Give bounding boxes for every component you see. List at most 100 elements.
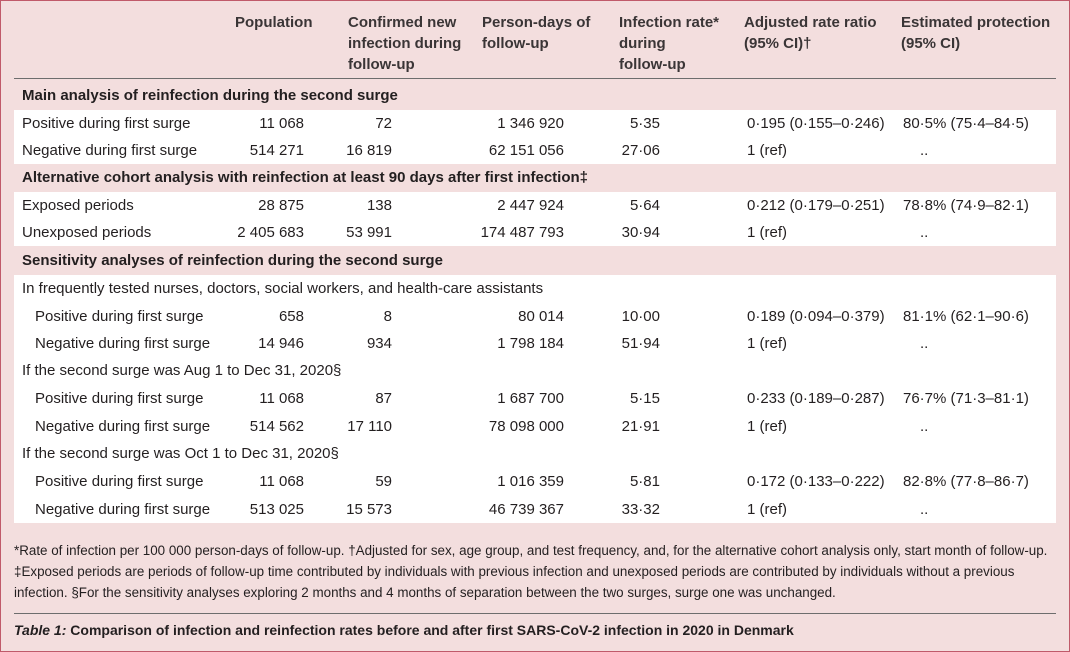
- cell-person-days: 174 487 793: [480, 224, 564, 241]
- cell-confirmed: 8: [383, 308, 392, 325]
- row-label: Negative during first surge: [35, 418, 211, 435]
- col-header-rate-ratio: Adjusted rate ratio (95% CI)†: [744, 14, 877, 52]
- row-label: Unexposed periods: [22, 224, 152, 241]
- cell-protection: 78·8% (74·9–82·1): [903, 197, 1029, 214]
- cell-person-days: 1 016 359: [497, 473, 564, 490]
- cell-person-days: 80 014: [518, 308, 564, 325]
- cell-rate-ratio: 0·233 (0·189–0·287): [747, 390, 885, 407]
- cell-protection: ..: [920, 224, 929, 241]
- cell-rate: 5·64: [629, 197, 660, 214]
- subgroup-title: If the second surge was Aug 1 to Dec 31,…: [22, 362, 342, 379]
- table-row: Positive during first surge 11 068 59 1 …: [14, 468, 1056, 495]
- cell-confirmed: 934: [366, 335, 392, 352]
- cell-person-days: 46 739 367: [488, 501, 564, 518]
- section-heading-sensitivity: Sensitivity analyses of reinfection duri…: [22, 252, 443, 269]
- cell-population: 514 271: [249, 142, 304, 159]
- sensitivity-analysis-block: In frequently tested nurses, doctors, so…: [14, 275, 1056, 523]
- cell-protection: ..: [920, 418, 929, 435]
- cell-confirmed: 15 573: [346, 501, 392, 518]
- cell-rate-ratio: 0·212 (0·179–0·251): [747, 197, 885, 214]
- caption-text: Comparison of infection and reinfection …: [66, 622, 794, 638]
- cell-rate: 30·94: [621, 224, 660, 241]
- cell-rate: 27·06: [621, 142, 660, 159]
- row-label: Exposed periods: [22, 197, 134, 214]
- main-analysis-block: Positive during first surge 11 068 72 1 …: [14, 110, 1056, 164]
- table-row: Positive during first surge 11 068 87 1 …: [14, 385, 1056, 412]
- cell-rate: 51·94: [621, 335, 660, 352]
- table-row: Negative during first surge 514 271 16 8…: [14, 137, 1056, 164]
- cell-person-days: 62 151 056: [488, 142, 564, 159]
- table-row: Negative during first surge 513 025 15 5…: [14, 496, 1056, 523]
- cell-rate-ratio: 1 (ref): [747, 501, 788, 518]
- cell-confirmed: 72: [375, 115, 392, 132]
- table-caption: Table 1: Comparison of infection and rei…: [14, 613, 1056, 646]
- cell-person-days: 1 798 184: [497, 335, 564, 352]
- col-header-infection-rate: Infection rate* during follow-up: [619, 14, 720, 73]
- cell-population: 14 946: [258, 335, 304, 352]
- section-heading-main: Main analysis of reinfection during the …: [22, 87, 398, 104]
- cell-protection: ..: [920, 501, 929, 518]
- cell-rate: 10·00: [621, 308, 660, 325]
- row-label: Positive during first surge: [22, 115, 191, 132]
- cell-person-days: 78 098 000: [488, 418, 564, 435]
- cell-rate-ratio: 0·195 (0·155–0·246): [747, 115, 885, 132]
- section-heading-alternative: Alternative cohort analysis with reinfec…: [22, 169, 589, 186]
- col-header-person-days: Person-days of follow-up: [482, 14, 591, 52]
- cell-confirmed: 16 819: [346, 142, 392, 159]
- cell-protection: 81·1% (62·1–90·6): [903, 308, 1029, 325]
- cell-rate: 5·81: [629, 473, 660, 490]
- cell-protection: ..: [920, 335, 929, 352]
- cell-population: 2 405 683: [237, 224, 304, 241]
- cell-person-days: 1 346 920: [497, 115, 564, 132]
- cell-rate-ratio: 1 (ref): [747, 418, 788, 435]
- table-row: Positive during first surge 11 068 72 1 …: [14, 110, 1056, 137]
- row-label: Negative during first surge: [35, 501, 211, 518]
- table-header: Population Confirmed new infection durin…: [14, 12, 1056, 79]
- cell-rate-ratio: 1 (ref): [747, 142, 788, 159]
- table-row: Negative during first surge 514 562 17 1…: [14, 413, 1056, 440]
- table-row: Positive during first surge 658 8 80 014…: [14, 303, 1056, 330]
- cell-confirmed: 53 991: [346, 224, 392, 241]
- cell-rate: 5·35: [629, 115, 660, 132]
- row-label: Positive during first surge: [35, 308, 204, 325]
- cell-person-days: 2 447 924: [497, 197, 564, 214]
- cell-confirmed: 87: [375, 390, 392, 407]
- cell-rate-ratio: 1 (ref): [747, 224, 788, 241]
- cell-population: 11 068: [259, 115, 304, 132]
- table-row: Exposed periods 28 875 138 2 447 924 5·6…: [14, 192, 1056, 219]
- cell-confirmed: 17 110: [347, 418, 392, 435]
- subgroup-title: In frequently tested nurses, doctors, so…: [22, 280, 544, 297]
- cell-population: 11 068: [259, 473, 304, 490]
- cell-confirmed: 59: [375, 473, 392, 490]
- row-label: Positive during first surge: [35, 390, 204, 407]
- cell-population: 11 068: [259, 390, 304, 407]
- col-header-confirmed: Confirmed new infection during follow-up: [348, 14, 462, 73]
- cell-rate-ratio: 1 (ref): [747, 335, 788, 352]
- cell-protection: 82·8% (77·8–86·7): [903, 473, 1029, 490]
- cell-rate: 5·15: [629, 390, 660, 407]
- row-label: Negative during first surge: [22, 142, 198, 159]
- table-row: Negative during first surge 14 946 934 1…: [14, 330, 1056, 357]
- caption-label: Table 1:: [14, 622, 67, 638]
- cell-protection: 76·7% (71·3–81·1): [903, 390, 1029, 407]
- row-label: Negative during first surge: [35, 335, 211, 352]
- col-header-population: Population: [235, 14, 313, 31]
- table-row: Unexposed periods 2 405 683 53 991 174 4…: [14, 219, 1056, 246]
- alternative-analysis-block: Exposed periods 28 875 138 2 447 924 5·6…: [14, 192, 1056, 246]
- cell-population: 658: [278, 308, 304, 325]
- cell-confirmed: 138: [366, 197, 392, 214]
- row-label: Positive during first surge: [35, 473, 204, 490]
- col-header-protection: Estimated protection (95% CI): [901, 14, 1051, 52]
- cell-rate-ratio: 0·189 (0·094–0·379): [747, 308, 885, 325]
- subgroup-title: If the second surge was Oct 1 to Dec 31,…: [22, 445, 339, 462]
- table-footnote: *Rate of infection per 100 000 person-da…: [14, 543, 1048, 600]
- cell-rate-ratio: 0·172 (0·133–0·222): [747, 473, 885, 490]
- cell-person-days: 1 687 700: [497, 390, 564, 407]
- cell-population: 513 025: [249, 501, 304, 518]
- cell-protection: 80·5% (75·4–84·5): [903, 115, 1029, 132]
- cell-rate: 33·32: [621, 501, 660, 518]
- cell-population: 514 562: [249, 418, 304, 435]
- cell-rate: 21·91: [621, 418, 660, 435]
- cell-protection: ..: [920, 142, 929, 159]
- cell-population: 28 875: [258, 197, 304, 214]
